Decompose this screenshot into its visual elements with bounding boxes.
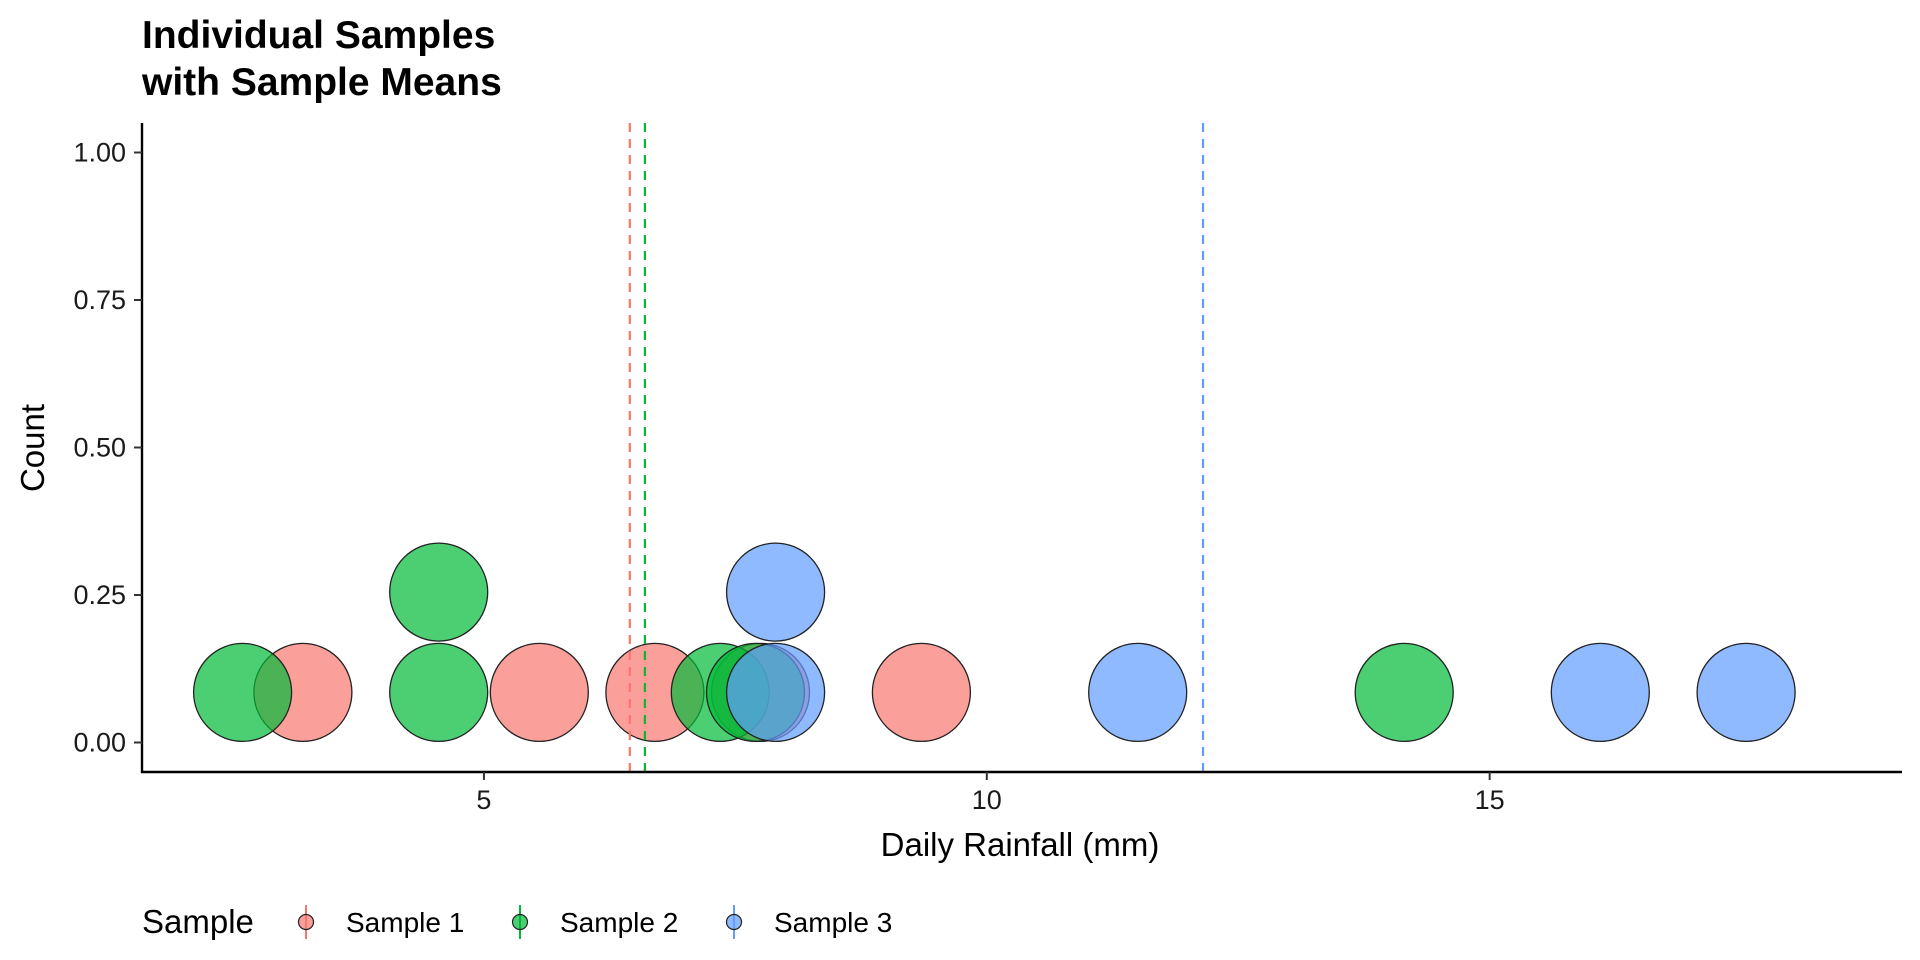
y-tick-label-0: 0.00 [73,728,126,758]
legend-label-sample-1: Sample 1 [346,907,464,938]
legend-key-circle [297,913,315,931]
legend-key-sample-2 [511,905,529,939]
legend-label-sample-2: Sample 2 [560,907,678,938]
point-s3-2 [725,542,826,642]
point-s3-1 [725,642,826,743]
y-tick-label-4: 1.00 [73,138,126,168]
chart-title-line-2: with Sample Means [141,61,502,104]
point-s3-5 [1696,642,1796,743]
y-tick-label-2: 0.50 [73,433,126,463]
chart-title-line-1: Individual Samples [142,14,495,57]
y-tick-label-3: 0.75 [73,285,126,315]
axes-layer: 5 10 15 0.00 0.25 0.50 0.75 1.00 [73,123,1902,815]
legend-key-sample-3 [725,905,743,939]
y-axis-title: Count [14,404,51,492]
point-s3-4 [1550,642,1650,743]
point-s2-2 [389,642,489,743]
point-s2-6 [1354,642,1454,743]
point-s3-3 [1088,642,1188,743]
legend: Sample Sample 1 Sample 2 Sample 3 [142,903,892,940]
legend-key-sample-1 [297,905,315,939]
y-tick-label-1: 0.25 [73,580,126,610]
point-s2-3 [389,542,489,642]
x-tick-label-0: 5 [476,785,491,815]
point-s2-1 [192,642,293,743]
legend-label-sample-3: Sample 3 [774,907,892,938]
legend-key-circle [725,913,743,931]
point-s1-2 [489,642,589,743]
points-layer [192,542,1796,743]
x-tick-label-1: 10 [972,785,1002,815]
x-tick-label-2: 15 [1475,785,1505,815]
legend-key-circle [511,913,529,931]
x-axis-title: Daily Rainfall (mm) [881,826,1160,863]
mean-lines-layer [628,123,1205,772]
legend-title: Sample [142,903,254,940]
point-s1-5 [871,642,972,743]
